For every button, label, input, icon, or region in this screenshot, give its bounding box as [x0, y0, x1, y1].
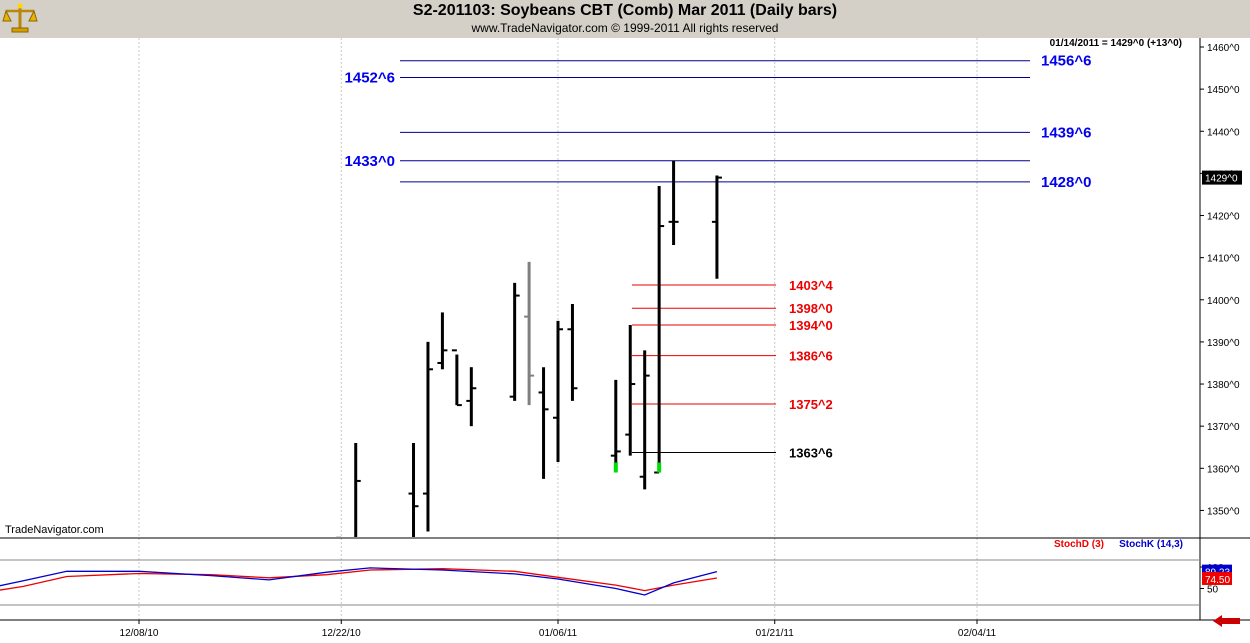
- y-tick-label: 1390^0: [1207, 338, 1240, 349]
- chart-title: S2-201103: Soybeans CBT (Comb) Mar 2011 …: [412, 2, 838, 19]
- ohlc-bar: [509, 282, 520, 401]
- ohlc-bar: [668, 160, 679, 246]
- current-price-tag-box: [1202, 170, 1242, 185]
- y-tick-label: 1400^0: [1207, 296, 1240, 307]
- stoch-d-line: [0, 568, 718, 592]
- signal-marker: [613, 462, 618, 473]
- level-label: 1439^6: [1041, 124, 1091, 141]
- stoch-y-tick-label: 50: [1207, 585, 1219, 596]
- y-tick-label: 1370^0: [1207, 422, 1240, 433]
- scales-of-justice-logo-icon[interactable]: [2, 2, 38, 34]
- red-left-arrow-icon[interactable]: [1213, 615, 1240, 627]
- y-tick-label: 1350^0: [1207, 506, 1240, 517]
- x-tick-label: 01/06/11: [539, 628, 578, 639]
- y-tick-label: 1450^0: [1207, 85, 1240, 96]
- stoch-k-line: [0, 567, 718, 596]
- info-readout: 01/14/2011 = 1429^0 (+13^0): [1050, 38, 1182, 49]
- axes: 1350^0 1360^0 1370^0 1380^0 1390^0 1400^0 1410…: [0, 38, 1250, 639]
- ohlc-bar: [437, 312, 448, 370]
- level-label: 1433^0: [345, 153, 395, 170]
- level-label: 1398^0: [789, 301, 833, 316]
- legend-stoch-k: StochK (14,3): [1119, 539, 1183, 550]
- y-tick-label: 1360^0: [1207, 464, 1240, 475]
- y-tick-label: 1440^0: [1207, 127, 1240, 138]
- x-tick-label: 01/21/11: [756, 628, 795, 639]
- legend-stoch-d: StochD (3): [1054, 539, 1104, 550]
- price-levels: 1456^6 1452^6 1439^6 1433^0 1428^0 1403^4 1398…: [345, 53, 1092, 461]
- stoch-d-last-value: 74.50: [1205, 575, 1230, 586]
- x-tick-label: 12/22/10: [322, 628, 361, 639]
- ohlc-bar: [524, 261, 535, 406]
- level-label: 1452^6: [345, 70, 395, 87]
- x-tick-label: 12/08/10: [120, 628, 159, 639]
- price-bars: [336, 160, 722, 537]
- y-tick-label: 1410^0: [1207, 254, 1240, 265]
- title-bar: [0, 0, 1250, 38]
- ohlc-bar: [639, 350, 650, 490]
- ohlc-bar: [553, 320, 563, 462]
- ohlc-bar: [354, 443, 361, 537]
- level-label: 1394^0: [789, 318, 833, 333]
- y-tick-label: 1460^0: [1207, 43, 1240, 54]
- ohlc-bar: [567, 303, 578, 401]
- level-label: 1456^6: [1041, 53, 1091, 70]
- level-label: 1363^6: [789, 446, 833, 461]
- ohlc-bar: [625, 325, 636, 456]
- gridlines: [138, 38, 978, 620]
- stochastic-panel: [0, 567, 718, 596]
- y-tick-label: 1420^0: [1207, 212, 1240, 223]
- copyright-subtitle: www.TradeNavigator.com © 1999-2011 All r…: [471, 21, 779, 35]
- ohlc-bar: [610, 379, 621, 473]
- ohlc-bar: [408, 443, 419, 537]
- ohlc-bar: [711, 175, 722, 279]
- level-label: 1375^2: [789, 397, 833, 412]
- x-tick-label: 02/04/11: [958, 628, 997, 639]
- stoch-d-last-box: [1202, 571, 1232, 585]
- y-tick-label: 1380^0: [1207, 380, 1240, 391]
- level-label: 1428^0: [1041, 174, 1091, 191]
- ohlc-bar: [538, 367, 549, 479]
- level-label: 1386^6: [789, 349, 833, 364]
- ohlc-bar: [466, 367, 477, 427]
- level-label: 1403^4: [789, 278, 834, 293]
- ohlc-bar: [422, 341, 433, 532]
- current-price-tag: 1429^0: [1205, 174, 1238, 185]
- watermark: TradeNavigator.com: [5, 524, 104, 536]
- ohlc-bar: [451, 349, 462, 407]
- signal-marker: [657, 462, 662, 473]
- ohlc-bar: [654, 186, 665, 474]
